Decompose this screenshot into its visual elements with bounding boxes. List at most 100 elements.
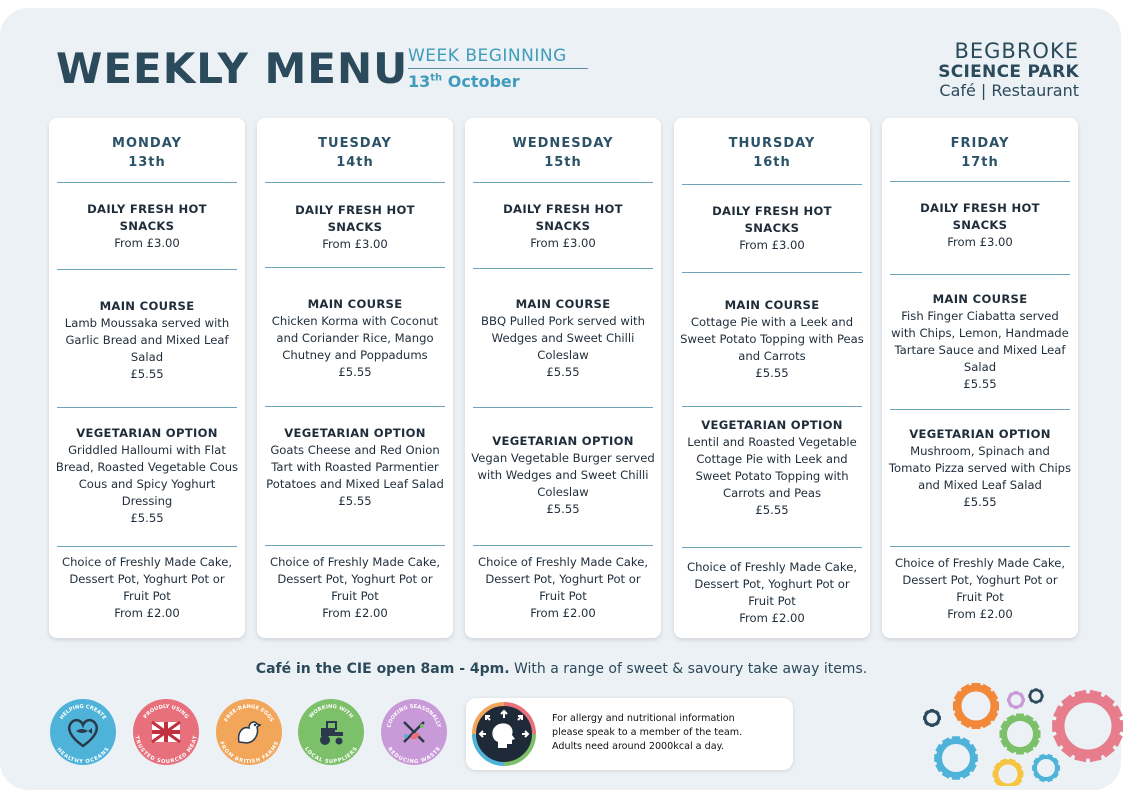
day-heading: FRIDAY 17th — [882, 134, 1078, 172]
divider — [265, 182, 445, 183]
dessert-section: Choice of Freshly Made Cake, Dessert Pot… — [888, 555, 1072, 623]
divider — [682, 547, 862, 548]
snacks-section: DAILY FRESH HOT SNACKS From £3.00 — [77, 201, 217, 252]
day-date: 16th — [753, 155, 791, 170]
divider — [473, 268, 653, 269]
main-course-price: £5.55 — [130, 367, 164, 381]
vegetarian-title: VEGETARIAN OPTION — [76, 426, 218, 440]
vegetarian-title: VEGETARIAN OPTION — [909, 427, 1051, 441]
dessert-section: Choice of Freshly Made Cake, Dessert Pot… — [471, 554, 655, 622]
dessert-desc: Choice of Freshly Made Cake, Dessert Pot… — [894, 556, 1066, 604]
main-course-price: £5.55 — [546, 365, 580, 379]
snacks-section: DAILY FRESH HOT SNACKS From £3.00 — [285, 202, 425, 253]
day-card-monday: MONDAY 13th DAILY FRESH HOT SNACKS From … — [49, 118, 245, 638]
main-course-section: MAIN COURSE Lamb Moussaka served with Ga… — [55, 298, 239, 383]
day-heading: THURSDAY 16th — [674, 134, 870, 172]
main-course-section: MAIN COURSE Chicken Korma with Coconut a… — [263, 296, 447, 381]
begbroke-logo: BEGBROKE SCIENCE PARK Café | Restaurant — [938, 40, 1079, 100]
snacks-section: DAILY FRESH HOT SNACKS From £3.00 — [910, 200, 1050, 251]
week-beginning-date: 13th October — [408, 72, 520, 91]
day-heading: TUESDAY 14th — [257, 134, 453, 172]
snacks-title: DAILY FRESH HOT SNACKS — [920, 201, 1040, 232]
divider — [890, 181, 1070, 182]
head-arrows-icon — [472, 702, 536, 766]
main-course-title: MAIN COURSE — [515, 297, 611, 311]
dessert-desc: Choice of Freshly Made Cake, Dessert Pot… — [269, 555, 441, 603]
divider — [57, 407, 237, 408]
logo-line-3: Café | Restaurant — [939, 81, 1079, 100]
dessert-desc: Choice of Freshly Made Cake, Dessert Pot… — [61, 555, 233, 603]
day-date: 14th — [336, 155, 374, 170]
allergy-text: For allergy and nutritional information … — [552, 713, 743, 752]
dessert-desc: Choice of Freshly Made Cake, Dessert Pot… — [477, 555, 649, 603]
day-name: TUESDAY — [318, 136, 392, 151]
vegetarian-desc: Vegan Vegetable Burger served with Wedge… — [471, 451, 655, 499]
snacks-title: DAILY FRESH HOT SNACKS — [712, 204, 832, 235]
dessert-section: Choice of Freshly Made Cake, Dessert Pot… — [680, 559, 864, 627]
day-date: 15th — [544, 155, 582, 170]
vegetarian-price: £5.55 — [546, 502, 580, 516]
gears-decoration-icon — [923, 682, 1123, 786]
logo-line-1: BEGBROKE — [954, 39, 1079, 63]
vegetarian-price: £5.55 — [338, 494, 372, 508]
cafe-opening-note: Café in the CIE open 8am - 4pm. With a r… — [255, 661, 868, 677]
divider — [682, 184, 862, 185]
dessert-desc: Choice of Freshly Made Cake, Dessert Pot… — [686, 560, 858, 608]
snacks-price: From £3.00 — [947, 235, 1013, 249]
main-course-desc: Fish Finger Ciabatta served with Chips, … — [891, 309, 1069, 374]
divider — [57, 269, 237, 270]
main-course-desc: Chicken Korma with Coconut and Coriander… — [271, 314, 439, 362]
divider — [265, 406, 445, 407]
day-name: MONDAY — [112, 136, 182, 151]
divider — [57, 546, 237, 547]
main-course-desc: BBQ Pulled Pork served with Wedges and S… — [481, 314, 645, 362]
main-course-section: MAIN COURSE BBQ Pulled Pork served with … — [471, 296, 655, 381]
day-card-wednesday: WEDNESDAY 15th DAILY FRESH HOT SNACKS Fr… — [465, 118, 661, 638]
day-heading: MONDAY 13th — [49, 134, 245, 172]
vegetarian-price: £5.55 — [755, 503, 789, 517]
vegetarian-section: VEGETARIAN OPTION Goats Cheese and Red O… — [263, 425, 447, 510]
divider — [57, 182, 237, 183]
union-flag-icon: PROUDLY USING TRUSTED SOURCED MEAT — [132, 698, 200, 766]
main-course-desc: Lamb Moussaka served with Garlic Bread a… — [64, 316, 230, 364]
main-course-price: £5.55 — [963, 377, 997, 391]
main-course-title: MAIN COURSE — [307, 297, 403, 311]
vegetarian-price: £5.55 — [130, 511, 164, 525]
day-card-thursday: THURSDAY 16th DAILY FRESH HOT SNACKS Fro… — [674, 118, 870, 638]
main-course-price: £5.55 — [338, 365, 372, 379]
divider — [265, 267, 445, 268]
dessert-price: From £2.00 — [947, 607, 1013, 621]
cutlery-leaf-icon: COOKING SEASONALLY REDUCING WASTE — [380, 698, 448, 766]
dessert-price: From £2.00 — [114, 606, 180, 620]
divider — [682, 272, 862, 273]
vegetarian-title: VEGETARIAN OPTION — [492, 434, 634, 448]
day-date: 13th — [128, 155, 166, 170]
day-heading: WEDNESDAY 15th — [465, 134, 661, 172]
divider — [473, 545, 653, 546]
day-card-tuesday: TUESDAY 14th DAILY FRESH HOT SNACKS From… — [257, 118, 453, 638]
main-course-title: MAIN COURSE — [724, 298, 820, 312]
divider — [473, 407, 653, 408]
snacks-price: From £3.00 — [114, 236, 180, 250]
dessert-price: From £2.00 — [322, 606, 388, 620]
divider — [265, 545, 445, 546]
tractor-icon: WORKING WITH LOCAL SUPPLIERS — [297, 698, 365, 766]
day-date: 17th — [961, 155, 999, 170]
snacks-section: DAILY FRESH HOT SNACKS From £3.00 — [493, 201, 633, 252]
vegetarian-desc: Griddled Halloumi with Flat Bread, Roast… — [55, 443, 239, 508]
snacks-title: DAILY FRESH HOT SNACKS — [87, 202, 207, 233]
heart-fish-icon: HELPING CREATE HEALTHY OCEANS — [49, 698, 117, 766]
main-course-desc: Cottage Pie with a Leek and Sweet Potato… — [680, 315, 864, 363]
day-name: FRIDAY — [950, 136, 1010, 151]
vegetarian-price: £5.55 — [963, 495, 997, 509]
main-course-section: MAIN COURSE Fish Finger Ciabatta served … — [888, 291, 1072, 393]
snacks-price: From £3.00 — [530, 236, 596, 250]
dessert-section: Choice of Freshly Made Cake, Dessert Pot… — [55, 554, 239, 622]
divider — [473, 182, 653, 183]
main-course-section: MAIN COURSE Cottage Pie with a Leek and … — [680, 297, 864, 382]
vegetarian-desc: Mushroom, Spinach and Tomato Pizza serve… — [888, 444, 1072, 492]
main-course-title: MAIN COURSE — [932, 292, 1028, 306]
vegetarian-desc: Lentil and Roasted Vegetable Cottage Pie… — [687, 435, 857, 500]
snacks-title: DAILY FRESH HOT SNACKS — [503, 202, 623, 233]
vegetarian-title: VEGETARIAN OPTION — [701, 418, 843, 432]
